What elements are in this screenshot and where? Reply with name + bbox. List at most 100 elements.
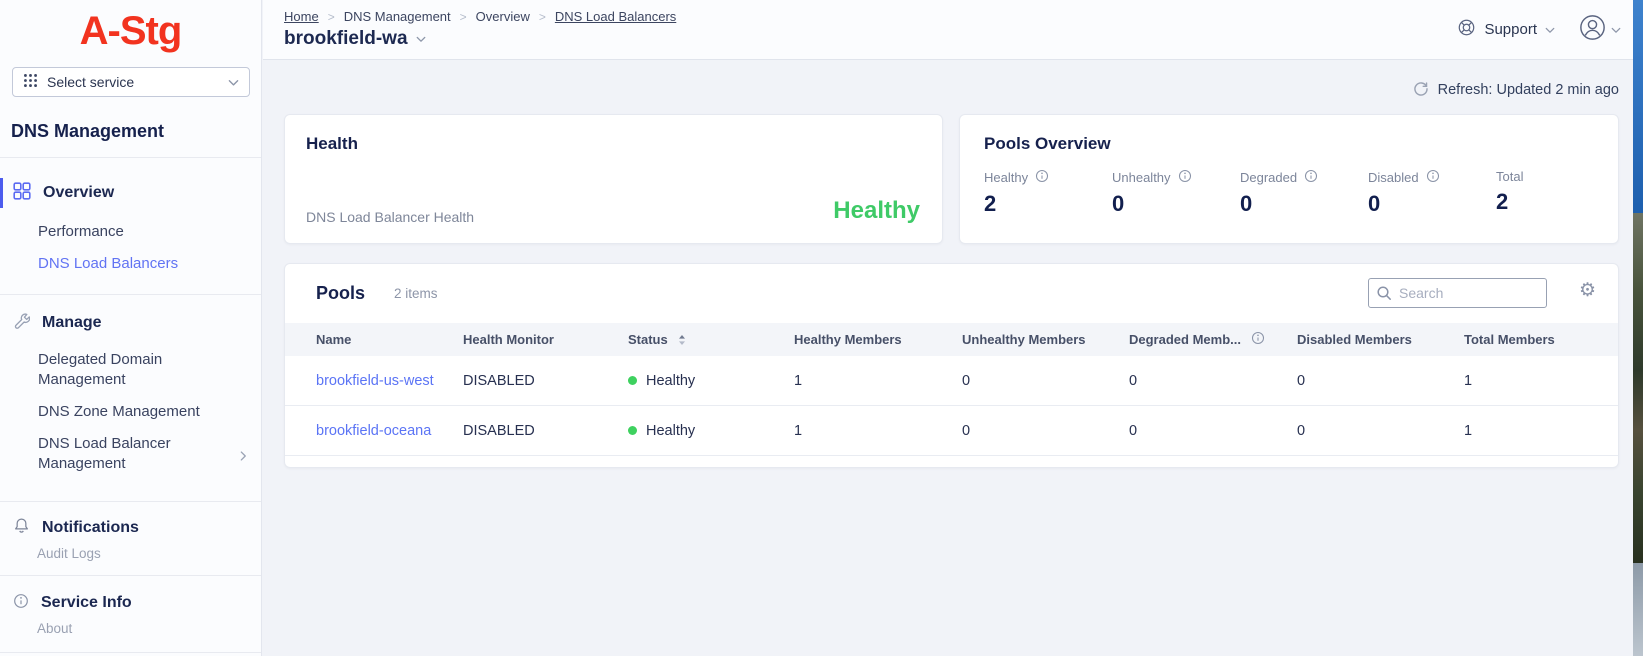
chevron-down-icon xyxy=(1545,21,1555,38)
wrench-icon xyxy=(13,312,31,334)
status-label: Healthy xyxy=(646,422,696,439)
title-chevron-down-icon[interactable] xyxy=(416,30,426,48)
table-settings-gear-icon[interactable]: ⚙ xyxy=(1578,280,1596,301)
sort-status-button[interactable] xyxy=(678,334,686,346)
health-monitor-cell: DISABLED xyxy=(463,372,535,389)
pools-table: Name Health Monitor Status Healthy Membe… xyxy=(285,323,1618,456)
degraded-members-cell: 0 xyxy=(1129,372,1138,389)
info-icon[interactable] xyxy=(1426,169,1440,186)
refresh-icon xyxy=(1412,80,1429,101)
column-header-label: Status xyxy=(628,332,668,347)
grid-dots-icon xyxy=(23,73,38,91)
health-card-title: Health xyxy=(306,134,358,153)
sidebar: A-Stg Select service DNS Management xyxy=(0,0,262,656)
breadcrumb: Home > DNS Management > Overview > DNS L… xyxy=(284,9,676,24)
support-menu[interactable]: Support xyxy=(1457,18,1555,41)
avatar-icon xyxy=(1579,14,1606,46)
column-header-unhealthy-members: Unhealthy Members xyxy=(962,332,1086,347)
breadcrumb-separator: > xyxy=(327,9,335,24)
divider xyxy=(0,157,261,158)
pool-name-link[interactable]: brookfield-oceana xyxy=(316,422,432,439)
unhealthy-members-cell: 0 xyxy=(962,422,971,439)
chevron-down-icon xyxy=(1611,21,1621,39)
total-members-cell: 1 xyxy=(1464,372,1473,389)
sidebar-item-delegated-domain-management[interactable]: Delegated Domain Management xyxy=(38,351,163,388)
info-icon xyxy=(13,593,29,614)
column-header-name: Name xyxy=(316,332,352,347)
sidebar-item-label: Overview xyxy=(43,184,115,201)
sidebar-item-performance[interactable]: Performance xyxy=(38,223,124,240)
health-monitor-cell: DISABLED xyxy=(463,422,535,439)
account-menu[interactable] xyxy=(1579,14,1621,46)
breadcrumb-dns-load-balancers[interactable]: DNS Load Balancers xyxy=(554,9,677,24)
desktop-sliver-segment xyxy=(1633,563,1643,656)
info-icon[interactable] xyxy=(1304,169,1318,186)
divider xyxy=(0,575,261,576)
service-selector[interactable]: Select service xyxy=(12,67,250,97)
stat-degraded: Degraded 0 xyxy=(1240,169,1368,217)
sidebar-item-audit-logs[interactable]: Audit Logs xyxy=(37,546,101,561)
chevron-right-icon xyxy=(240,448,247,468)
refresh-button[interactable]: Refresh: Updated 2 min ago xyxy=(284,80,1619,100)
desktop-sliver-segment xyxy=(1633,213,1643,563)
service-selector-label: Select service xyxy=(47,74,135,90)
stat-disabled: Disabled 0 xyxy=(1368,169,1496,217)
sidebar-item-manage[interactable]: Manage xyxy=(0,308,261,338)
status-healthy-dot xyxy=(628,426,637,435)
stat-label: Unhealthy xyxy=(1112,170,1171,185)
health-status-value: Healthy xyxy=(833,197,920,224)
total-members-cell: 1 xyxy=(1464,422,1473,439)
sidebar-item-dns-load-balancer-management[interactable]: DNS Load Balancer Management xyxy=(0,434,261,474)
column-header-status: Status xyxy=(628,332,794,347)
stat-label: Total xyxy=(1496,169,1524,184)
unhealthy-members-cell: 0 xyxy=(962,372,971,389)
sidebar-item-notifications[interactable]: Notifications xyxy=(0,513,261,543)
pools-overview-card: Pools Overview Healthy 2 Unhealthy 0 xyxy=(959,114,1619,244)
breadcrumb-dns-management: DNS Management xyxy=(343,9,451,24)
desktop-background-sliver xyxy=(1633,0,1643,656)
healthy-members-cell: 1 xyxy=(794,372,803,389)
active-indicator xyxy=(0,178,3,208)
breadcrumb-overview: Overview xyxy=(475,9,530,24)
sidebar-item-label: Notifications xyxy=(42,519,139,536)
sidebar-item-label: DNS Load Balancer Management xyxy=(38,435,171,472)
sidebar-item-label: Manage xyxy=(42,314,102,331)
desktop-sliver-segment xyxy=(1633,0,1643,213)
brand-logo: A-Stg xyxy=(79,9,183,53)
sidebar-item-dns-zone-management[interactable]: DNS Zone Management xyxy=(38,403,200,420)
stat-label: Healthy xyxy=(984,170,1029,185)
info-icon[interactable] xyxy=(1035,169,1049,186)
stat-value: 2 xyxy=(984,191,997,216)
sidebar-item-dns-load-balancers[interactable]: DNS Load Balancers xyxy=(38,255,179,272)
status-healthy-dot xyxy=(628,376,637,385)
breadcrumb-home[interactable]: Home xyxy=(284,9,319,24)
stat-value: 2 xyxy=(1496,189,1509,214)
sidebar-item-overview[interactable]: Overview xyxy=(0,178,261,208)
table-header-row: Name Health Monitor Status Healthy Membe… xyxy=(285,323,1618,356)
pool-name-link[interactable]: brookfield-us-west xyxy=(316,372,434,389)
main-area: Home > DNS Management > Overview > DNS L… xyxy=(263,0,1633,656)
info-icon[interactable] xyxy=(1251,331,1265,348)
degraded-members-cell: 0 xyxy=(1129,422,1138,439)
page-title: brookfield-wa xyxy=(284,28,408,49)
search-icon xyxy=(1376,285,1392,306)
divider xyxy=(0,294,261,295)
chevron-down-icon xyxy=(228,74,239,90)
info-icon[interactable] xyxy=(1178,169,1192,186)
column-header-total-members: Total Members xyxy=(1464,332,1555,347)
pools-count: 2 items xyxy=(394,286,438,301)
stat-label: Degraded xyxy=(1240,170,1298,185)
life-ring-icon xyxy=(1457,18,1476,41)
healthy-members-cell: 1 xyxy=(794,422,803,439)
divider xyxy=(0,652,261,653)
search-input[interactable] xyxy=(1368,278,1547,308)
column-header-healthy-members: Healthy Members xyxy=(794,332,902,347)
top-header: Home > DNS Management > Overview > DNS L… xyxy=(263,0,1633,60)
stat-label: Disabled xyxy=(1368,170,1419,185)
column-header-disabled-members: Disabled Members xyxy=(1297,332,1412,347)
sidebar-item-about[interactable]: About xyxy=(37,621,73,636)
sidebar-item-service-info[interactable]: Service Info xyxy=(0,588,261,618)
table-row: brookfield-oceana DISABLED Healthy 1 0 0… xyxy=(285,406,1618,456)
divider xyxy=(0,501,261,502)
status-cell: Healthy xyxy=(628,423,794,439)
